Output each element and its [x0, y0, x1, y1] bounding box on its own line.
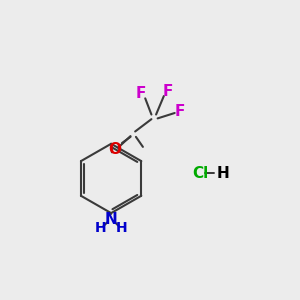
- Text: O: O: [109, 142, 122, 158]
- Text: F: F: [135, 86, 146, 101]
- Text: N: N: [105, 212, 118, 227]
- Text: H: H: [217, 166, 229, 181]
- Text: F: F: [163, 84, 173, 99]
- Text: Cl: Cl: [193, 166, 209, 181]
- Text: H: H: [95, 221, 107, 236]
- Text: F: F: [174, 104, 184, 119]
- Text: H: H: [116, 221, 127, 236]
